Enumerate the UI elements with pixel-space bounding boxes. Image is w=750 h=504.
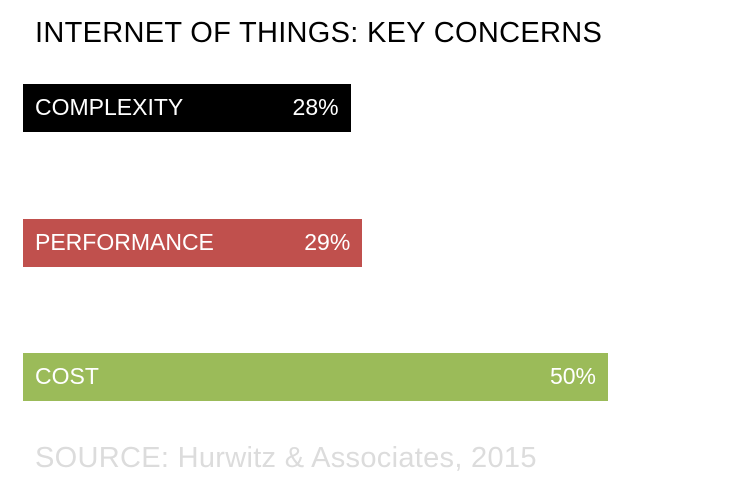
- bar-label: PERFORMANCE: [35, 229, 214, 255]
- bar-value-label: 28%: [292, 94, 339, 120]
- bar-performance: PERFORMANCE 29%: [23, 219, 363, 267]
- bar-value-label: 50%: [549, 363, 596, 389]
- bar-complexity: COMPLEXITY 28%: [23, 84, 351, 132]
- bar-label: COST: [35, 363, 99, 389]
- bar-cost: COST 50%: [23, 353, 608, 401]
- chart-title: INTERNET OF THINGS: KEY CONCERNS: [35, 17, 603, 49]
- bar-label: COMPLEXITY: [35, 94, 184, 120]
- bar-value-label: 29%: [304, 229, 351, 255]
- source-note: SOURCE: Hurwitz & Associates, 2015: [35, 442, 537, 474]
